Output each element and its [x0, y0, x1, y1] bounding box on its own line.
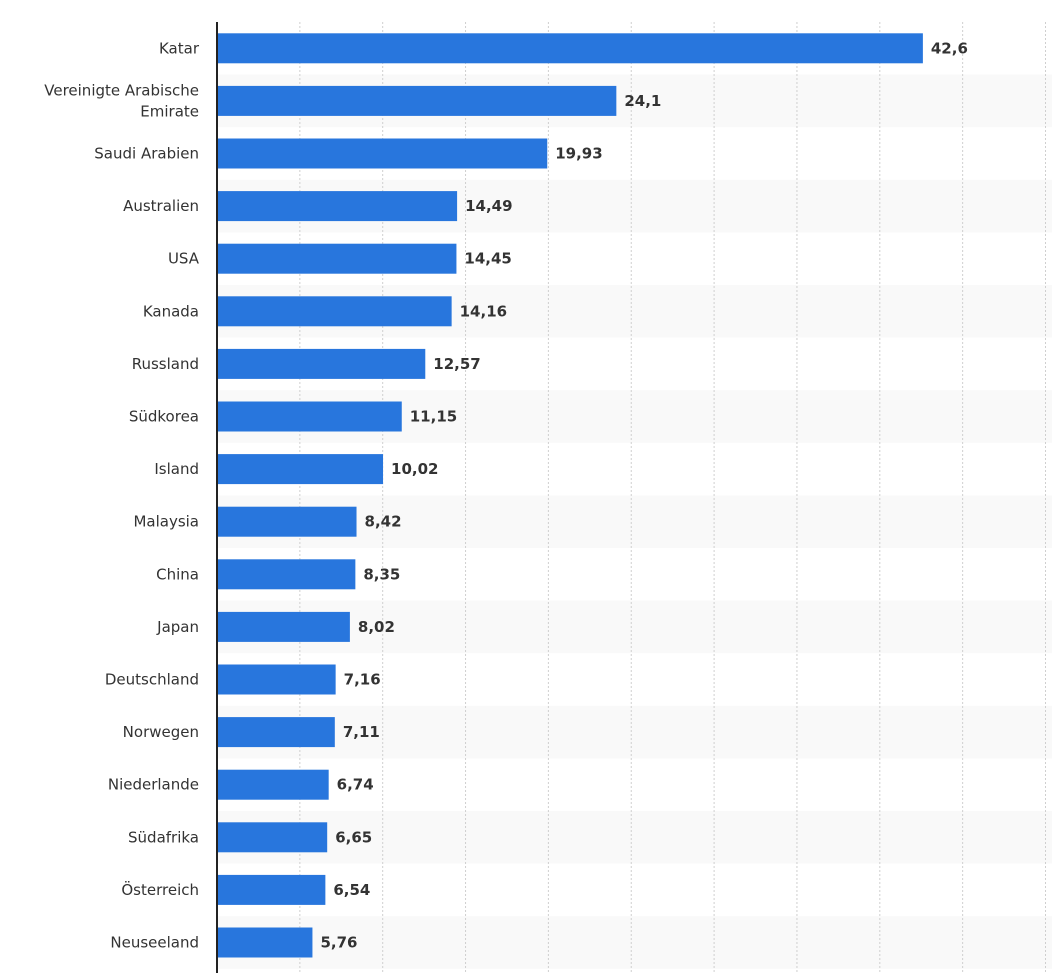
- category-label: Island: [154, 460, 199, 478]
- value-label: 8,02: [358, 618, 395, 636]
- category-label: Neuseeland: [110, 934, 199, 952]
- category-label: Deutschland: [105, 671, 199, 689]
- row-stripe: [217, 600, 1052, 654]
- category-label-line: Russland: [132, 355, 199, 373]
- category-label: China: [156, 565, 199, 583]
- bars: [217, 33, 923, 958]
- category-label-line: Südafrika: [128, 828, 199, 846]
- value-label: 14,49: [465, 197, 512, 215]
- category-label: Südafrika: [128, 828, 199, 846]
- category-label-line: Emirate: [140, 102, 199, 120]
- value-label: 42,6: [931, 39, 968, 57]
- value-label: 6,65: [335, 828, 372, 846]
- bar[interactable]: [217, 454, 384, 485]
- category-label: Australien: [123, 197, 199, 215]
- category-label-line: Saudi Arabien: [94, 145, 199, 163]
- category-label: Österreich: [121, 880, 199, 899]
- bar[interactable]: [217, 611, 350, 642]
- category-label-line: Kanada: [143, 302, 199, 320]
- category-label: Vereinigte Arabische Emirate: [44, 81, 199, 120]
- value-label: 6,74: [337, 776, 374, 794]
- value-label: 5,76: [320, 934, 357, 952]
- value-label: 24,1: [624, 92, 661, 110]
- bar[interactable]: [217, 296, 452, 327]
- value-label: 7,16: [344, 671, 381, 689]
- category-label-line: Malaysia: [133, 513, 199, 531]
- category-label: Kanada: [143, 302, 199, 320]
- value-label: 12,57: [433, 355, 480, 373]
- category-label: Saudi Arabien: [94, 145, 199, 163]
- category-labels: Katar Vereinigte Arabische Emirate Saudi Ar…: [44, 39, 200, 951]
- category-label: USA: [168, 250, 200, 268]
- category-label-line: Katar: [159, 39, 200, 57]
- value-label: 14,16: [460, 302, 507, 320]
- row-stripe: [217, 811, 1052, 864]
- value-label: 8,42: [365, 513, 402, 531]
- value-label: 8,35: [363, 565, 400, 583]
- value-label: 14,45: [464, 250, 511, 268]
- category-label-line: Österreich: [121, 880, 199, 899]
- bar[interactable]: [217, 664, 336, 695]
- bar[interactable]: [217, 559, 356, 590]
- category-label-line: Japan: [156, 618, 199, 636]
- category-label-line: Australien: [123, 197, 199, 215]
- category-label: Japan: [156, 618, 199, 636]
- bar[interactable]: [217, 822, 328, 853]
- row-stripe: [217, 916, 1052, 969]
- category-label: Katar: [159, 39, 200, 57]
- value-label: 19,93: [555, 145, 602, 163]
- bar[interactable]: [217, 874, 326, 905]
- row-stripe: [217, 705, 1052, 759]
- bar[interactable]: [217, 243, 457, 274]
- bar[interactable]: [217, 927, 313, 958]
- category-label-line: Niederlande: [108, 776, 199, 794]
- value-label: 10,02: [391, 460, 438, 478]
- gridlines: [299, 22, 1046, 973]
- category-label: Norwegen: [123, 723, 199, 741]
- bar[interactable]: [217, 717, 335, 748]
- bar[interactable]: [217, 769, 329, 800]
- bar[interactable]: [217, 85, 617, 116]
- value-labels: 42,6 24,1 19,93 14,49 14,45 14,16 12,57 11,15 10…: [320, 39, 967, 951]
- category-label-line: Deutschland: [105, 671, 199, 689]
- category-label-line: Island: [154, 460, 199, 478]
- category-label: Niederlande: [108, 776, 199, 794]
- category-label: Russland: [132, 355, 199, 373]
- value-label: 11,15: [410, 408, 457, 426]
- bar[interactable]: [217, 33, 923, 64]
- value-label: 6,54: [333, 881, 370, 899]
- category-label-line: USA: [168, 250, 200, 268]
- category-label-line: Vereinigte Arabische: [44, 81, 199, 99]
- bar[interactable]: [217, 138, 548, 169]
- category-label-line: Südkorea: [129, 408, 199, 426]
- category-label-line: China: [156, 565, 199, 583]
- bar[interactable]: [217, 191, 458, 222]
- bar[interactable]: [217, 506, 357, 537]
- category-label-line: Norwegen: [123, 723, 199, 741]
- category-label: Südkorea: [129, 408, 199, 426]
- bar[interactable]: [217, 348, 426, 379]
- value-label: 7,11: [343, 723, 380, 741]
- category-label-line: Neuseeland: [110, 934, 199, 952]
- bar[interactable]: [217, 401, 402, 432]
- category-label: Malaysia: [133, 513, 199, 531]
